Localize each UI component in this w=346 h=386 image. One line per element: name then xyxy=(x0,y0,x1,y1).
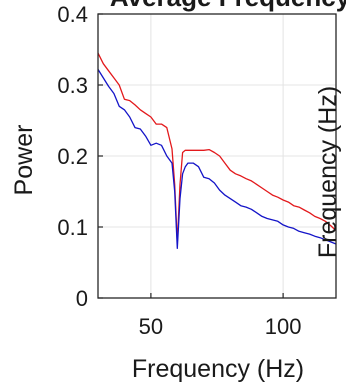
series-line-2 xyxy=(97,69,337,249)
y-tick-label: 0.3 xyxy=(57,73,88,98)
gridlines xyxy=(98,14,336,298)
x-tick-labels: 50 100 xyxy=(139,314,302,339)
series-layer xyxy=(97,52,337,249)
x-tick-label: 50 xyxy=(139,314,163,339)
y-tick-label: 0.4 xyxy=(57,2,88,27)
y-axis-label: Power xyxy=(10,125,38,196)
chart-title: Average Frequency xyxy=(110,0,346,12)
x-tick-label: 100 xyxy=(265,314,302,339)
y-tick-label: 0 xyxy=(76,286,88,311)
series-line-1 xyxy=(97,52,337,244)
axis-ticks xyxy=(98,13,284,299)
y-tick-label: 0.1 xyxy=(57,215,88,240)
y-tick-labels: 0 0.1 0.2 0.3 0.4 xyxy=(57,2,88,311)
y-tick-label: 0.2 xyxy=(57,144,88,169)
x-axis-label: Frequency (Hz) xyxy=(132,355,304,383)
right-axis-label: Frequency (Hz) xyxy=(314,86,342,258)
